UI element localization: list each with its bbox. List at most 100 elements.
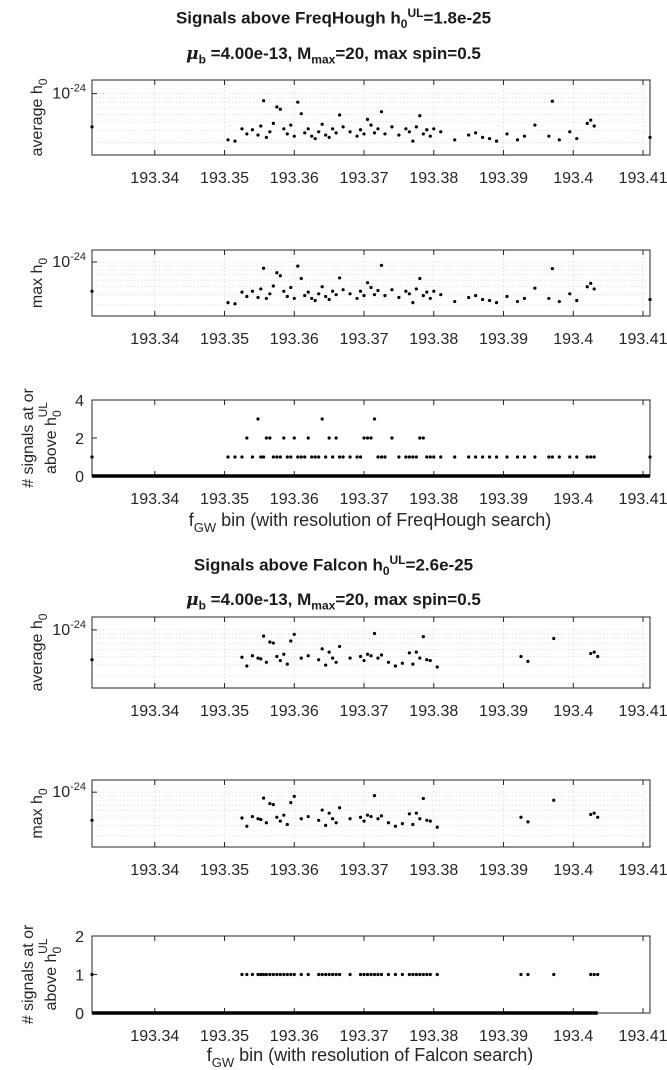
- data-point: [592, 811, 596, 815]
- figure-b-xlabel: fGW bin (with resolution of Falcon searc…: [207, 1045, 534, 1070]
- data-point: [369, 972, 373, 977]
- data-point: [575, 455, 579, 459]
- data-point: [592, 650, 596, 654]
- data-point: [320, 808, 324, 812]
- data-point: [331, 289, 335, 293]
- y-axis-label-2: above h0UL: [36, 938, 64, 1010]
- data-point: [369, 285, 373, 290]
- data-point: [306, 290, 310, 294]
- plot-frame: [91, 249, 651, 317]
- data-point: [264, 436, 268, 440]
- data-point: [90, 972, 94, 977]
- data-point: [338, 806, 342, 810]
- data-point: [372, 972, 377, 977]
- y-axis-label: # signals at or: [20, 924, 37, 1024]
- data-point: [369, 436, 373, 440]
- data-point: [411, 822, 415, 827]
- data-point: [327, 650, 331, 654]
- data-point: [428, 455, 432, 459]
- data-point: [338, 113, 342, 117]
- x-tick-label: 193.34: [130, 491, 179, 508]
- data-point: [369, 654, 373, 658]
- data-point: [379, 814, 384, 818]
- data-point: [245, 294, 249, 299]
- data-point: [320, 647, 324, 651]
- y-tick-label: 2: [75, 431, 84, 448]
- data-point: [299, 276, 303, 281]
- data-point: [341, 288, 345, 292]
- data-point: [439, 455, 443, 459]
- data-point: [282, 652, 286, 656]
- data-point: [376, 288, 380, 293]
- figure-a-subtitle: μb =4.00e-13, Mmax=20, max spin=0.5: [186, 44, 481, 67]
- data-point: [226, 455, 230, 459]
- data-point: [519, 815, 523, 819]
- data-point: [256, 295, 260, 300]
- x-tick-label: 193.36: [270, 703, 319, 720]
- data-point: [292, 794, 296, 799]
- data-point: [261, 455, 266, 459]
- data-point: [428, 819, 432, 823]
- data-point: [303, 455, 307, 459]
- data-point: [494, 301, 499, 305]
- data-point: [271, 121, 275, 125]
- data-point: [421, 972, 425, 977]
- data-point: [379, 263, 384, 267]
- data-point: [331, 972, 335, 977]
- x-tick-label: 193.39: [479, 1028, 528, 1045]
- x-tick-label: 193.41: [619, 331, 667, 348]
- data-point: [317, 292, 321, 296]
- data-point: [372, 631, 377, 636]
- data-point: [428, 134, 432, 138]
- data-point: [310, 455, 314, 459]
- data-point: [355, 134, 359, 138]
- data-point: [264, 135, 268, 139]
- x-tick-label: 193.35: [200, 862, 249, 879]
- data-point: [439, 293, 443, 297]
- x-tick-label: 193.36: [270, 491, 319, 508]
- data-point: [289, 639, 293, 643]
- data-point: [334, 660, 338, 664]
- data-point: [386, 972, 391, 977]
- data-point: [256, 133, 260, 137]
- x-tick-label: 193.36: [270, 1028, 319, 1045]
- data-point: [379, 455, 384, 459]
- x-tick-label: 193.39: [479, 491, 528, 508]
- data-point: [268, 436, 272, 440]
- data-point: [453, 299, 457, 304]
- data-point: [275, 972, 279, 977]
- data-point: [550, 99, 554, 103]
- data-point: [90, 658, 94, 662]
- x-tick-label: 193.4: [553, 170, 593, 187]
- data-point: [390, 436, 394, 440]
- data-point: [425, 818, 429, 822]
- data-point: [397, 295, 401, 300]
- data-point: [372, 293, 377, 297]
- data-point: [250, 814, 255, 819]
- data-point: [552, 972, 556, 977]
- plot-frame: [91, 616, 651, 689]
- data-point: [240, 455, 244, 459]
- data-point: [271, 284, 275, 288]
- data-point: [362, 819, 366, 823]
- data-point: [575, 298, 579, 303]
- figure-a-xlabel: fGW bin (with resolution of FreqHough se…: [189, 510, 552, 535]
- data-point: [414, 125, 418, 129]
- data-point: [334, 293, 338, 297]
- data-point: [240, 290, 244, 294]
- data-point: [299, 972, 303, 977]
- data-point: [250, 455, 255, 459]
- data-point: [585, 121, 589, 125]
- data-point: [259, 124, 263, 128]
- data-point: [435, 665, 439, 669]
- data-point: [568, 292, 572, 296]
- data-point: [256, 817, 260, 821]
- data-point: [90, 818, 94, 822]
- data-point: [292, 436, 296, 440]
- data-point: [400, 972, 404, 977]
- data-point: [271, 455, 275, 459]
- data-point: [245, 824, 249, 828]
- data-point: [428, 296, 432, 301]
- data-point: [407, 455, 411, 459]
- data-point: [296, 100, 300, 104]
